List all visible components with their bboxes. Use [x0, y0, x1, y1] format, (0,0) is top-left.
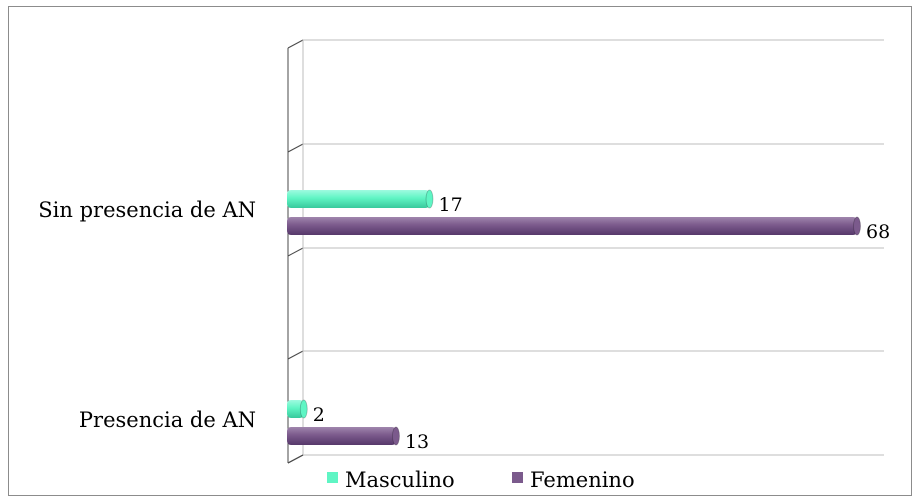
legend-swatch — [327, 472, 338, 483]
bar-cap — [299, 399, 308, 419]
bar-cap — [853, 216, 861, 236]
legend-swatch — [512, 472, 523, 483]
bar-body — [287, 217, 857, 235]
floor-edge — [287, 454, 304, 464]
data-label: 17 — [439, 194, 463, 216]
data-label: 2 — [313, 404, 325, 426]
bar-body — [287, 400, 304, 418]
axis-tick — [287, 350, 304, 360]
data-label: 68 — [866, 221, 890, 243]
bars — [287, 189, 861, 446]
legend: Masculino Femenino — [327, 468, 635, 492]
axis-tick — [287, 143, 304, 153]
bar — [287, 189, 434, 209]
legend-item: Femenino — [512, 468, 635, 492]
axis-tick — [287, 247, 304, 257]
bar-cap — [392, 426, 400, 446]
bar — [287, 426, 400, 446]
legend-label: Masculino — [345, 468, 455, 492]
axes — [287, 39, 884, 464]
category-label: Presencia de AN — [79, 408, 256, 432]
axis-tick — [287, 39, 304, 49]
bar — [287, 216, 861, 236]
legend-item: Masculino — [327, 468, 455, 492]
labels: Presencia de AN 2 13 Sin presencia de AN 17 6… — [38, 194, 890, 453]
legend-label: Femenino — [530, 468, 635, 492]
bar-cap — [425, 189, 434, 209]
bar-body — [287, 190, 430, 208]
bar — [287, 399, 308, 419]
data-label: 13 — [405, 431, 429, 453]
chart-frame — [8, 6, 912, 496]
category-label: Sin presencia de AN — [38, 198, 256, 222]
bar-body — [287, 427, 396, 445]
